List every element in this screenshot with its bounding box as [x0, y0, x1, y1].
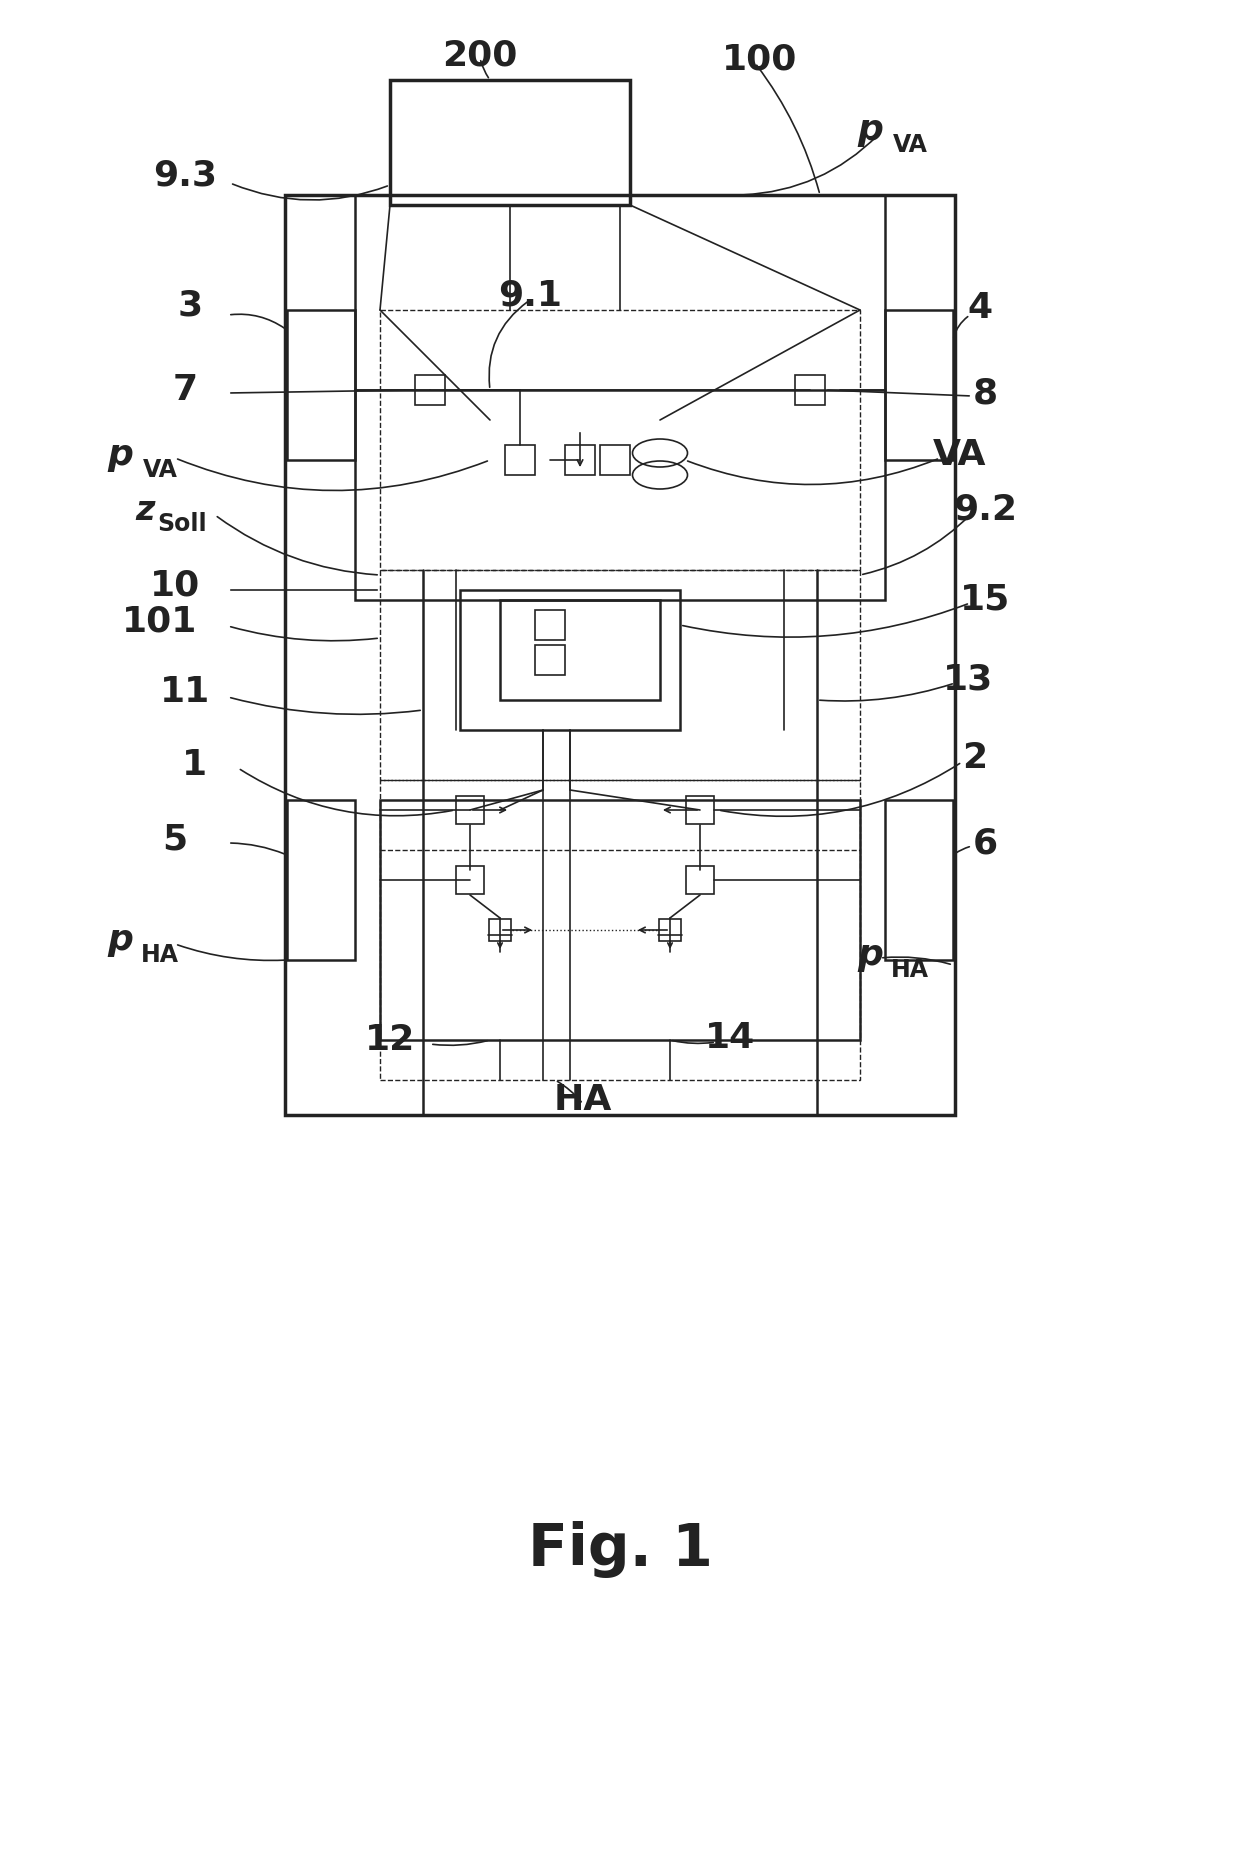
Text: HA: HA	[141, 943, 179, 968]
Bar	[286, 799, 355, 960]
Text: 14: 14	[704, 1020, 755, 1056]
Text: 9.1: 9.1	[498, 279, 562, 313]
Text: 4: 4	[967, 290, 992, 326]
Text: 13: 13	[942, 663, 993, 696]
Text: 200: 200	[443, 37, 517, 71]
Bar	[456, 867, 484, 895]
Text: z: z	[135, 494, 155, 526]
Text: VA: VA	[934, 438, 987, 472]
Text: 12: 12	[365, 1022, 415, 1058]
Text: 7: 7	[172, 373, 197, 406]
Bar	[658, 919, 681, 942]
Text: 5: 5	[162, 824, 187, 857]
Bar	[534, 610, 565, 640]
Bar	[460, 590, 680, 730]
Bar	[379, 799, 861, 1041]
Text: 11: 11	[160, 676, 210, 709]
Bar	[600, 446, 630, 475]
Bar	[505, 446, 534, 475]
Bar	[885, 799, 954, 960]
Bar	[379, 569, 861, 781]
Bar	[286, 311, 355, 461]
Text: Fig. 1: Fig. 1	[527, 1522, 713, 1578]
Text: Soll: Soll	[157, 513, 207, 535]
Text: 1: 1	[182, 749, 207, 782]
Text: p: p	[857, 938, 883, 972]
Bar	[379, 311, 861, 569]
Text: 9.3: 9.3	[153, 157, 217, 193]
Bar	[456, 796, 484, 824]
Text: p: p	[107, 923, 133, 957]
Text: 3: 3	[177, 288, 202, 322]
Bar	[534, 646, 565, 676]
Bar	[565, 446, 595, 475]
Text: VA: VA	[143, 459, 177, 481]
Text: HA: HA	[892, 958, 929, 983]
Text: p: p	[107, 438, 133, 472]
Text: 15: 15	[960, 582, 1011, 618]
Bar	[885, 311, 954, 461]
Bar	[686, 867, 714, 895]
Text: 100: 100	[723, 43, 797, 77]
Bar	[415, 374, 445, 404]
Text: 8: 8	[972, 376, 997, 410]
Bar	[379, 781, 861, 1080]
Text: 2: 2	[962, 741, 987, 775]
Text: 9.2: 9.2	[954, 492, 1017, 528]
Text: 6: 6	[972, 826, 997, 859]
Text: 10: 10	[150, 567, 200, 603]
Bar	[355, 195, 885, 601]
Bar	[391, 80, 630, 206]
Bar	[686, 796, 714, 824]
Text: p: p	[857, 112, 883, 148]
Bar	[489, 919, 511, 942]
Bar	[795, 374, 825, 404]
Text: HA: HA	[554, 1084, 613, 1118]
Bar	[500, 601, 660, 700]
Bar	[285, 195, 955, 1116]
Text: VA: VA	[893, 133, 928, 157]
Text: 101: 101	[123, 605, 197, 638]
